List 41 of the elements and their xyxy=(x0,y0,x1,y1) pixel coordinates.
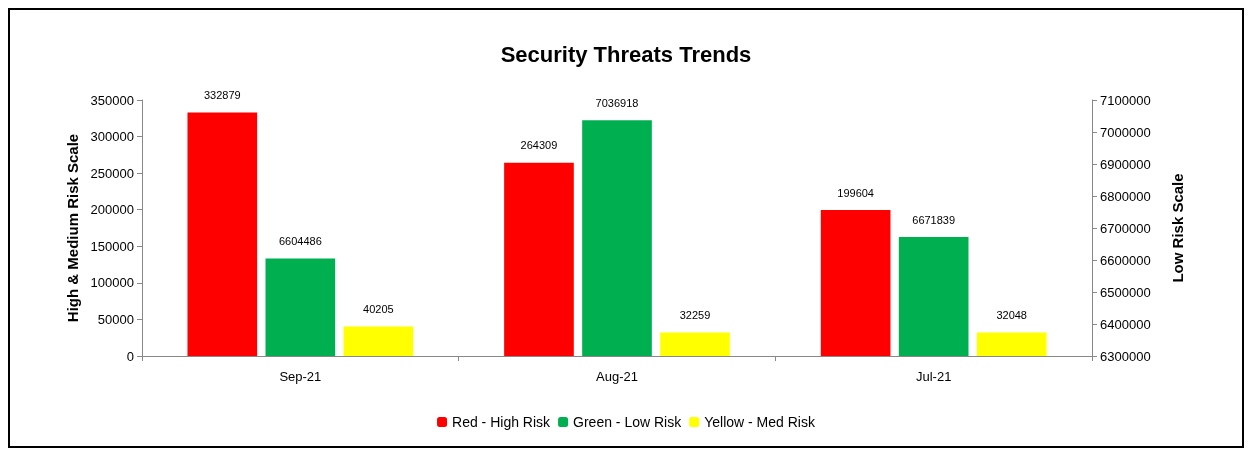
y-axis-title: High & Medium Risk Scale xyxy=(63,133,81,323)
y2-axis-title: Low Risk Scale xyxy=(1169,173,1186,283)
y-tick-label: 150000 xyxy=(90,238,134,254)
y-tick-label: 300000 xyxy=(90,129,134,145)
legend-label: Yellow - Med Risk xyxy=(704,414,816,430)
y2-tick-label: 6500000 xyxy=(1100,284,1151,300)
data-label: 40205 xyxy=(363,303,394,316)
y2-tick-label: 6900000 xyxy=(1100,156,1151,172)
y-tick-label: 350000 xyxy=(90,92,134,108)
data-label: 199604 xyxy=(837,186,874,199)
x-tick-label: Sep-21 xyxy=(279,369,322,384)
y2-tick-label: 7100000 xyxy=(1100,92,1151,108)
legend-label: Red - High Risk xyxy=(452,414,552,430)
data-label: 264309 xyxy=(520,139,558,152)
bar xyxy=(976,332,1047,356)
bar xyxy=(343,326,414,356)
data-label: 32048 xyxy=(996,309,1027,322)
y2-tick-label: 6800000 xyxy=(1100,188,1151,204)
y-tick-label: 50000 xyxy=(97,311,134,327)
x-tick-label: Aug-21 xyxy=(596,369,638,384)
data-label: 7036918 xyxy=(595,96,639,109)
chart-title: Security Threats Trends xyxy=(500,41,752,67)
y-tick-label: 200000 xyxy=(90,202,134,218)
bar xyxy=(820,210,891,356)
y2-tick-label: 7000000 xyxy=(1100,124,1151,140)
bar xyxy=(187,112,258,356)
y-tick-label: 250000 xyxy=(90,165,134,181)
y2-tick-label: 6300000 xyxy=(1100,348,1151,364)
data-label: 32259 xyxy=(679,308,711,321)
data-label: 6604486 xyxy=(278,235,322,248)
x-tick-label: Jul-21 xyxy=(915,369,952,384)
data-label: 6671839 xyxy=(912,213,956,226)
bar xyxy=(504,162,574,356)
bar xyxy=(660,332,730,356)
y2-tick-label: 6600000 xyxy=(1100,252,1151,268)
y2-tick-label: 6700000 xyxy=(1100,220,1151,236)
legend-label: Green - Low Risk xyxy=(573,414,683,430)
data-label: 332879 xyxy=(203,89,241,102)
y2-tick-label: 6400000 xyxy=(1100,316,1151,332)
y-tick-label: 100000 xyxy=(90,275,134,291)
y-tick-label: 0 xyxy=(126,348,134,364)
